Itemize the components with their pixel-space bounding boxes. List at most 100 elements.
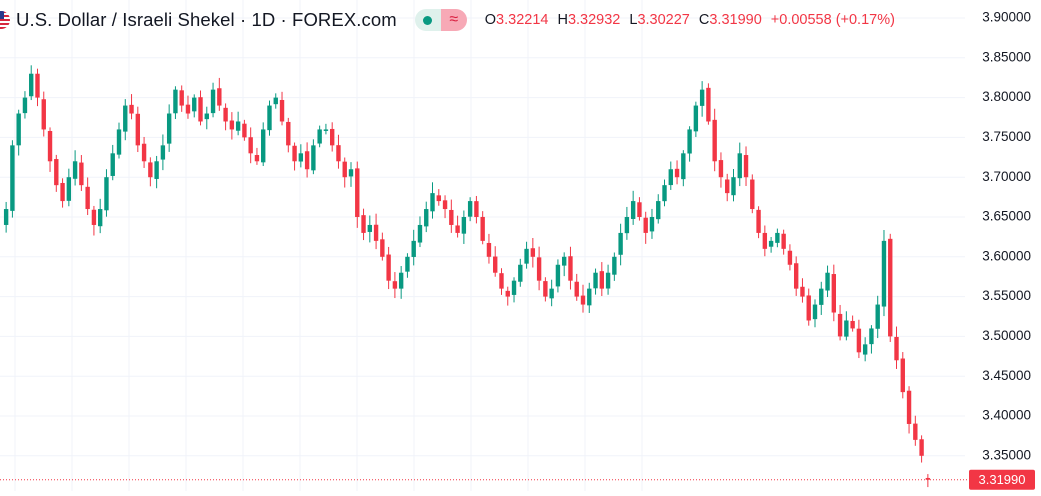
candle-body <box>681 153 686 180</box>
high-value: 3.32932 <box>567 12 621 28</box>
candle-up <box>819 281 824 315</box>
candle-up <box>605 264 611 295</box>
candle-up <box>398 266 404 299</box>
candle-up <box>668 161 673 190</box>
candle-up <box>555 259 561 293</box>
candle-body <box>392 281 398 289</box>
candle-body <box>906 390 912 424</box>
price-tick-label: 3.40000 <box>982 408 1031 423</box>
candle-body <box>624 217 630 234</box>
candle-up <box>467 197 473 222</box>
candle-body <box>712 119 717 162</box>
candle-up <box>656 194 661 224</box>
candle-body <box>649 217 655 232</box>
candle-up <box>298 144 304 168</box>
candle-body <box>737 153 742 179</box>
candle-down <box>198 90 203 126</box>
candle-up <box>424 201 429 233</box>
candle-up <box>869 325 874 354</box>
candle-body <box>637 202 642 217</box>
candle-up <box>323 123 329 135</box>
candle-down <box>480 211 485 245</box>
candle-body <box>411 240 416 257</box>
candle-body <box>493 256 498 273</box>
candle-down <box>54 154 59 192</box>
market-status-dot-icon[interactable] <box>414 9 441 31</box>
candle-body <box>549 288 554 299</box>
candle-up <box>549 279 554 307</box>
candle-up <box>461 210 467 244</box>
candle-up <box>524 241 529 269</box>
candle-body <box>29 73 34 97</box>
candle-body <box>862 344 868 355</box>
candle-body <box>511 280 517 295</box>
candle-body <box>123 105 128 132</box>
candle-up <box>235 111 241 136</box>
candle-down <box>756 206 761 239</box>
candle-body <box>361 215 366 233</box>
candle-body <box>787 250 793 265</box>
price-tick-label: 3.50000 <box>982 328 1031 343</box>
candle-body <box>311 145 316 171</box>
candle-body <box>662 185 667 202</box>
candle-up <box>348 162 354 187</box>
candle-down <box>580 284 586 313</box>
candle-up <box>612 252 617 281</box>
candle-body <box>806 295 811 321</box>
candle-up <box>267 100 272 136</box>
candle-up <box>273 93 278 109</box>
candle-body <box>91 209 97 225</box>
candle-down <box>837 304 843 341</box>
candle-body <box>869 328 874 345</box>
candle-up <box>192 94 197 118</box>
candle-body <box>304 151 310 170</box>
candle-down <box>781 229 786 255</box>
candle-up <box>511 277 517 303</box>
candle-down <box>793 256 799 296</box>
candle-body <box>135 113 141 146</box>
candle-body <box>229 120 235 130</box>
candle-body <box>499 273 504 289</box>
candle-up <box>367 215 373 243</box>
candle-body <box>298 153 304 162</box>
candle-body <box>217 88 222 106</box>
price-tick-label: 3.35000 <box>982 447 1031 462</box>
close-label: C <box>698 12 710 28</box>
candle-up <box>649 208 655 239</box>
candle-body <box>574 281 579 297</box>
candle-down <box>286 117 291 153</box>
candle-down <box>530 237 536 268</box>
candle-down <box>361 208 366 241</box>
candle-down <box>455 215 460 238</box>
candle-up <box>22 91 28 119</box>
price-tick-label: 3.65000 <box>982 209 1031 224</box>
candle-down <box>894 326 899 369</box>
candle-down <box>574 273 579 301</box>
candle-up <box>662 179 667 207</box>
candle-body <box>261 129 266 163</box>
approx-icon[interactable]: ≈ <box>440 9 467 31</box>
open-label: O <box>484 12 497 28</box>
candle-body <box>116 129 122 155</box>
price-tick-label: 3.70000 <box>982 169 1031 184</box>
candle-body <box>668 169 673 186</box>
candle-body <box>54 159 59 186</box>
candle-body <box>486 242 492 257</box>
candle-body <box>674 168 680 178</box>
market-status-pill[interactable]: ≈ <box>414 9 467 31</box>
candle-down <box>493 246 498 277</box>
candle-body <box>141 143 147 162</box>
candle-body <box>599 271 605 289</box>
candle-up <box>204 106 209 130</box>
candle-up <box>405 253 410 278</box>
candle-down <box>913 415 918 446</box>
candle-down <box>906 386 912 434</box>
price-axis[interactable]: 3.90000 3.85000 3.80000 3.75000 3.70000 3.650… <box>982 10 1031 463</box>
candle-up <box>97 198 103 234</box>
candle-down <box>223 103 228 131</box>
candle-up <box>123 99 128 141</box>
symbol-title[interactable]: U.S. Dollar / Israeli Shekel · 1D · FORE… <box>16 9 397 30</box>
candle-up <box>630 190 636 225</box>
